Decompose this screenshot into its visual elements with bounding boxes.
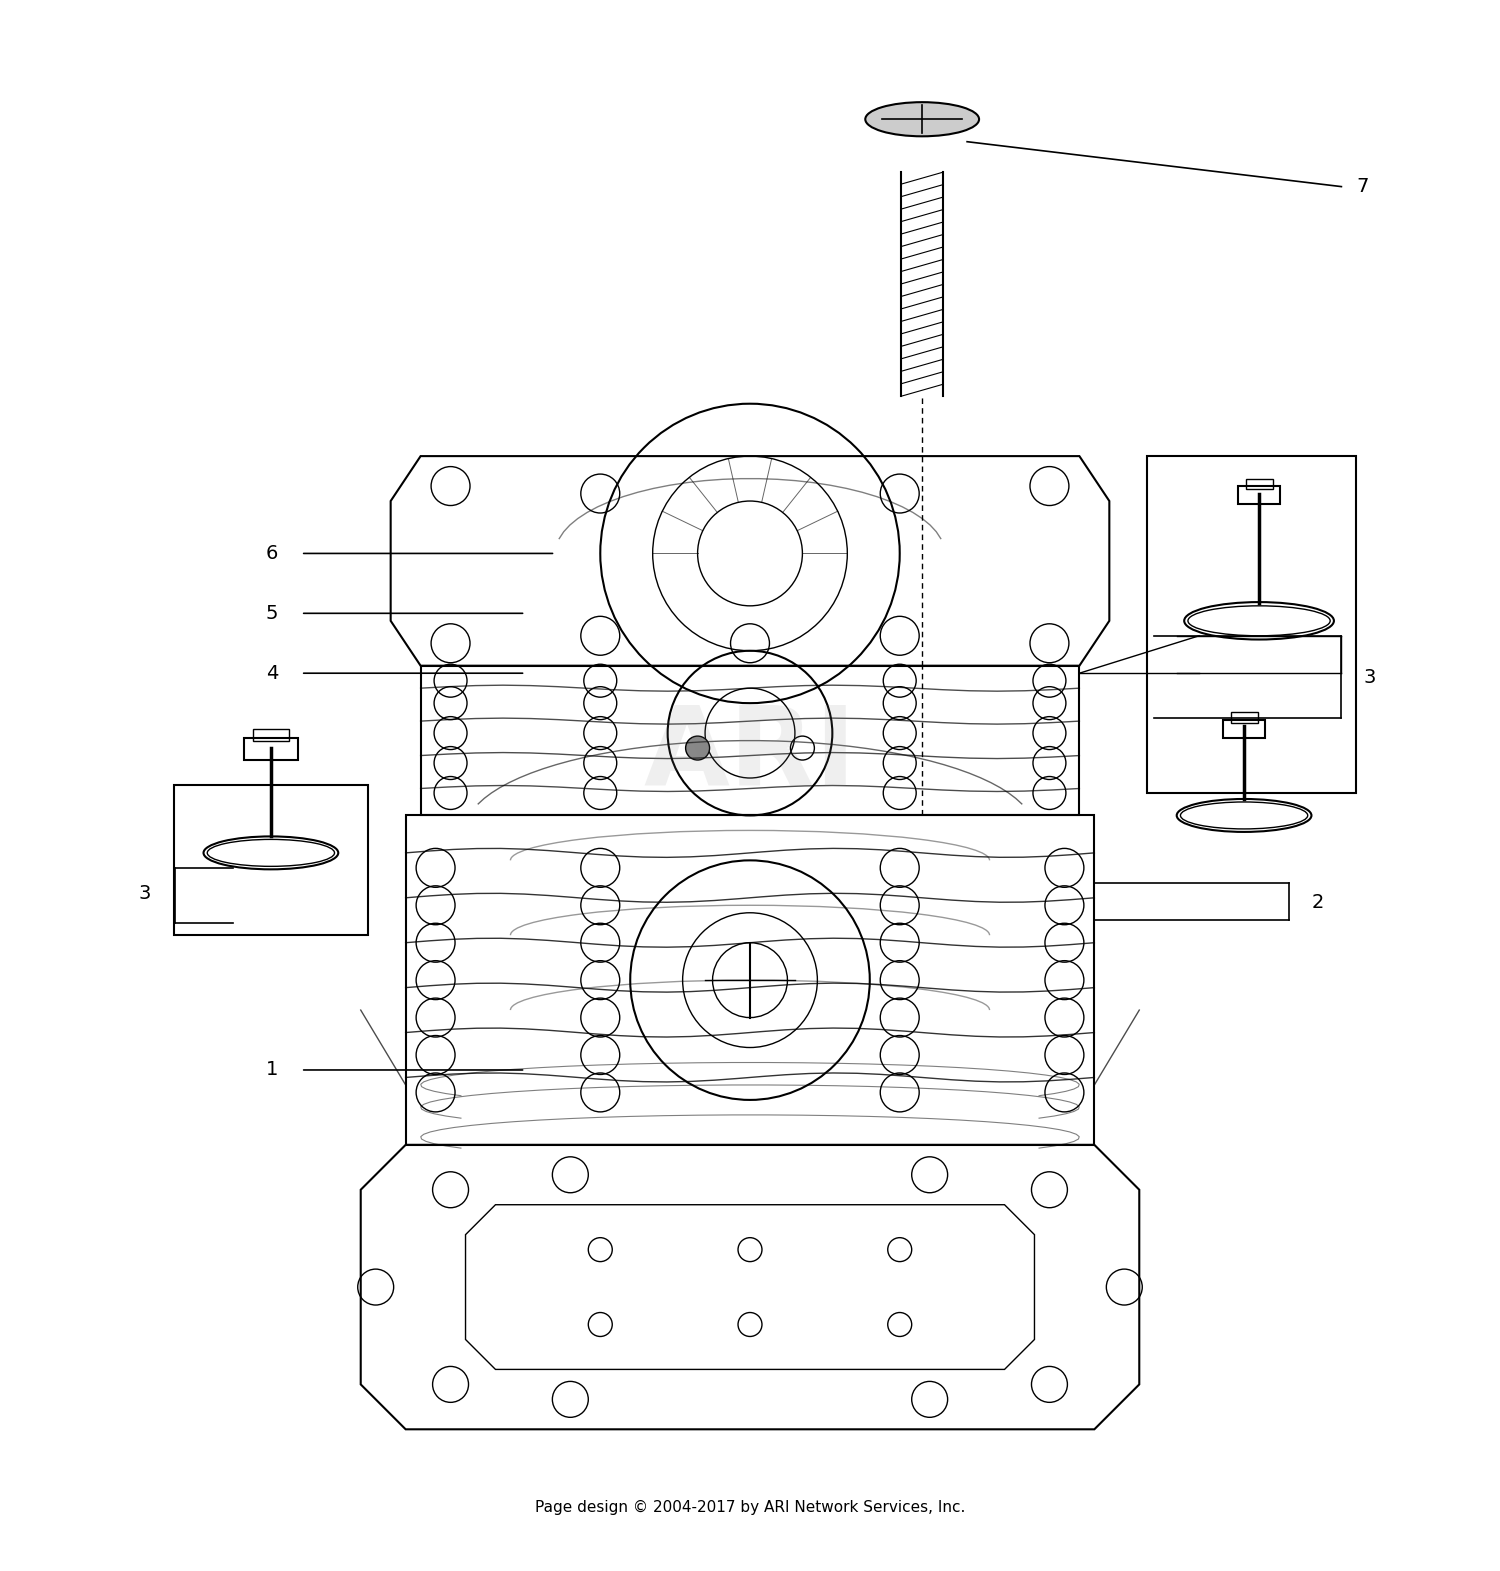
Bar	[254, 729, 290, 740]
Bar	[1238, 485, 1280, 504]
Bar	[1230, 712, 1257, 723]
Text: 5: 5	[266, 603, 279, 622]
Text: 6: 6	[266, 544, 279, 562]
Ellipse shape	[865, 102, 980, 137]
Text: 2: 2	[1311, 892, 1324, 911]
Text: 1: 1	[266, 1060, 279, 1079]
Bar	[1148, 456, 1356, 793]
Bar	[1222, 720, 1264, 738]
Bar	[1245, 479, 1272, 489]
Text: 3: 3	[1364, 668, 1376, 687]
Text: Page design © 2004-2017 by ARI Network Services, Inc.: Page design © 2004-2017 by ARI Network S…	[536, 1500, 964, 1514]
Text: 3: 3	[138, 884, 152, 903]
Circle shape	[686, 737, 709, 760]
Text: 7: 7	[1356, 178, 1368, 196]
Bar	[244, 738, 298, 760]
Text: 4: 4	[266, 663, 279, 683]
Bar	[174, 786, 368, 935]
Text: ARI: ARI	[644, 702, 856, 809]
